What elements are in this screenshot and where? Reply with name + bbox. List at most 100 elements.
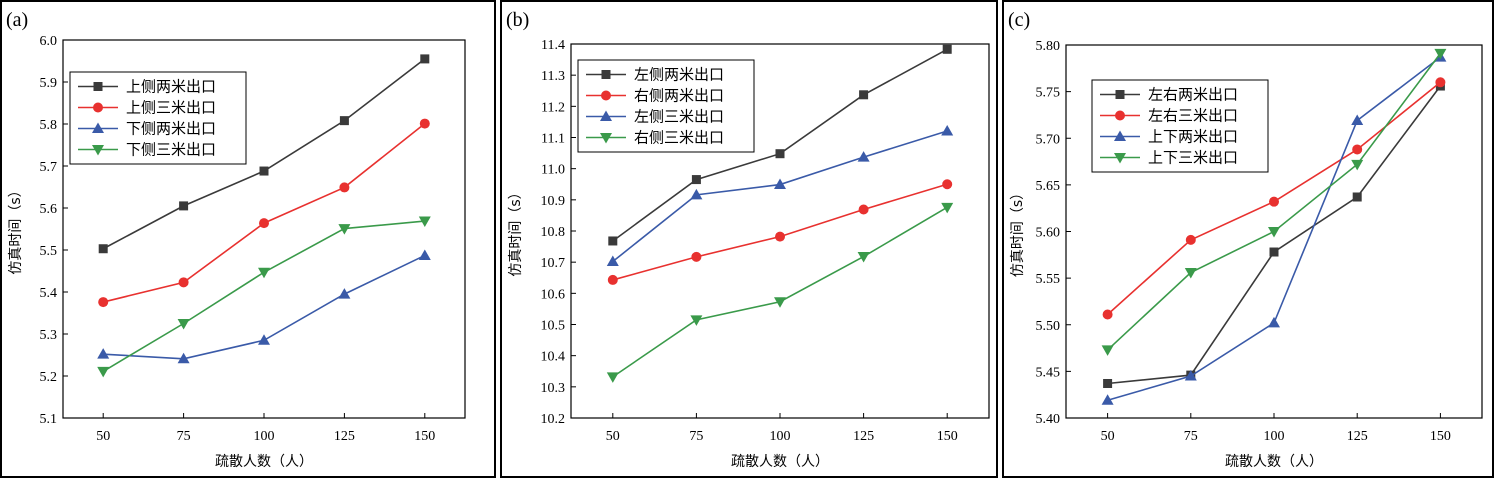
data-point bbox=[177, 319, 190, 330]
data-point bbox=[177, 352, 190, 364]
data-point bbox=[690, 315, 703, 326]
data-point bbox=[418, 216, 431, 228]
x-tick-label: 75 bbox=[689, 429, 703, 444]
x-tick-label: 150 bbox=[1430, 429, 1451, 444]
series-右侧两米出口 bbox=[607, 179, 953, 285]
data-point bbox=[338, 224, 351, 235]
y-tick-label: 5.65 bbox=[1036, 179, 1061, 194]
data-point bbox=[941, 124, 954, 136]
legend-marker bbox=[600, 133, 612, 144]
data-point bbox=[1269, 196, 1279, 207]
x-tick-label: 100 bbox=[770, 429, 791, 444]
data-point bbox=[1434, 48, 1447, 60]
legend-label: 左右三米出口 bbox=[1148, 107, 1238, 125]
y-tick-label: 11.1 bbox=[541, 132, 565, 147]
legend-marker bbox=[92, 122, 104, 133]
legend-marker bbox=[600, 110, 612, 121]
data-point bbox=[691, 175, 701, 185]
data-point bbox=[606, 372, 619, 383]
data-point bbox=[775, 149, 785, 159]
data-point bbox=[607, 274, 618, 285]
data-point bbox=[606, 255, 619, 267]
y-tick-label: 10.7 bbox=[541, 256, 566, 271]
legend-marker bbox=[92, 145, 104, 156]
legend-marker bbox=[601, 70, 611, 79]
legend-label: 上下三米出口 bbox=[1148, 149, 1238, 167]
y-tick-label: 5.9 bbox=[40, 76, 58, 91]
data-point bbox=[858, 204, 869, 215]
legend-marker bbox=[1115, 110, 1125, 121]
data-point bbox=[774, 178, 786, 190]
chart-panel-c: 5.40 5.45 5.50 5.55 5.60 5.65 5.70 5.75 5.80 50 75… bbox=[1002, 0, 1494, 478]
y-tick-label: 5.6 bbox=[40, 202, 58, 217]
x-tick-label: 75 bbox=[1184, 429, 1198, 444]
x-tick-label: 125 bbox=[1347, 429, 1368, 444]
legend-label: 下侧两米出口 bbox=[126, 120, 216, 138]
data-point bbox=[98, 244, 108, 254]
series-上侧三米出口 bbox=[98, 118, 430, 308]
legend-marker bbox=[93, 82, 103, 91]
x-tick-label: 125 bbox=[853, 429, 874, 444]
data-point bbox=[258, 267, 270, 279]
data-point bbox=[1103, 378, 1113, 388]
legend-label: 右侧两米出口 bbox=[634, 87, 724, 105]
y-tick-label: 10.6 bbox=[541, 287, 566, 302]
chart-panel-b: 10.2 10.3 10.4 10.5 10.6 10.7 10.8 10.9 11.0 11.1… bbox=[500, 0, 998, 478]
data-point bbox=[941, 202, 954, 214]
data-point bbox=[691, 251, 702, 262]
y-tick-label: 5.40 bbox=[1036, 412, 1061, 427]
legend-label: 右侧三米出口 bbox=[634, 129, 724, 147]
data-point bbox=[608, 236, 618, 246]
data-point bbox=[1435, 77, 1446, 88]
data-point bbox=[338, 288, 351, 299]
x-tick-label: 100 bbox=[254, 429, 275, 444]
data-point bbox=[775, 231, 785, 242]
y-tick-label: 5.2 bbox=[40, 370, 58, 385]
y-tick-label: 10.3 bbox=[541, 381, 566, 396]
series-左侧两米出口 bbox=[608, 44, 952, 246]
chart-panel-a: 5.1 5.2 5.3 5.4 5.5 5.6 5.7 5.8 5.9 6.0 50 75 100 125… bbox=[0, 0, 496, 478]
data-point bbox=[258, 334, 270, 345]
data-point bbox=[1102, 309, 1113, 320]
data-point bbox=[1351, 159, 1364, 171]
data-point bbox=[1101, 394, 1114, 405]
legend-marker bbox=[1115, 90, 1125, 99]
legend-label: 左右两米出口 bbox=[1148, 86, 1238, 104]
x-tick-label: 150 bbox=[937, 429, 958, 444]
legend-marker bbox=[1114, 153, 1126, 164]
panel-frame bbox=[0, 0, 496, 478]
x-tick-label: 125 bbox=[334, 429, 355, 444]
x-tick-label: 100 bbox=[1264, 429, 1285, 444]
panel-frame bbox=[500, 0, 998, 478]
y-tick-label: 5.50 bbox=[1036, 319, 1061, 334]
data-point bbox=[339, 116, 349, 126]
data-point bbox=[420, 54, 430, 64]
series-右侧三米出口 bbox=[606, 202, 954, 383]
legend-marker bbox=[601, 90, 611, 101]
y-tick-label: 5.7 bbox=[40, 160, 58, 175]
data-point bbox=[418, 249, 431, 260]
x-tick-label: 75 bbox=[177, 429, 191, 444]
data-point bbox=[859, 90, 869, 100]
y-tick-label: 5.60 bbox=[1036, 226, 1061, 241]
data-point bbox=[1184, 370, 1197, 381]
y-tick-label: 10.4 bbox=[541, 350, 566, 365]
y-tick-label: 10.5 bbox=[541, 319, 566, 334]
x-tick-label: 50 bbox=[96, 429, 110, 444]
y-tick-label: 5.4 bbox=[40, 286, 58, 301]
series-上侧两米出口 bbox=[98, 54, 430, 254]
data-point bbox=[97, 348, 110, 359]
panel-label: (a) bbox=[6, 9, 28, 31]
y-tick-label: 10.9 bbox=[541, 194, 566, 209]
x-axis-label: 疏散人数（人） bbox=[731, 454, 829, 470]
legend-label: 上侧三米出口 bbox=[126, 99, 216, 117]
data-point bbox=[1185, 234, 1196, 245]
y-tick-label: 5.8 bbox=[40, 118, 58, 133]
data-point bbox=[942, 44, 952, 54]
data-point bbox=[97, 366, 110, 378]
series-下侧两米出口 bbox=[97, 249, 431, 364]
data-point bbox=[1101, 345, 1114, 356]
